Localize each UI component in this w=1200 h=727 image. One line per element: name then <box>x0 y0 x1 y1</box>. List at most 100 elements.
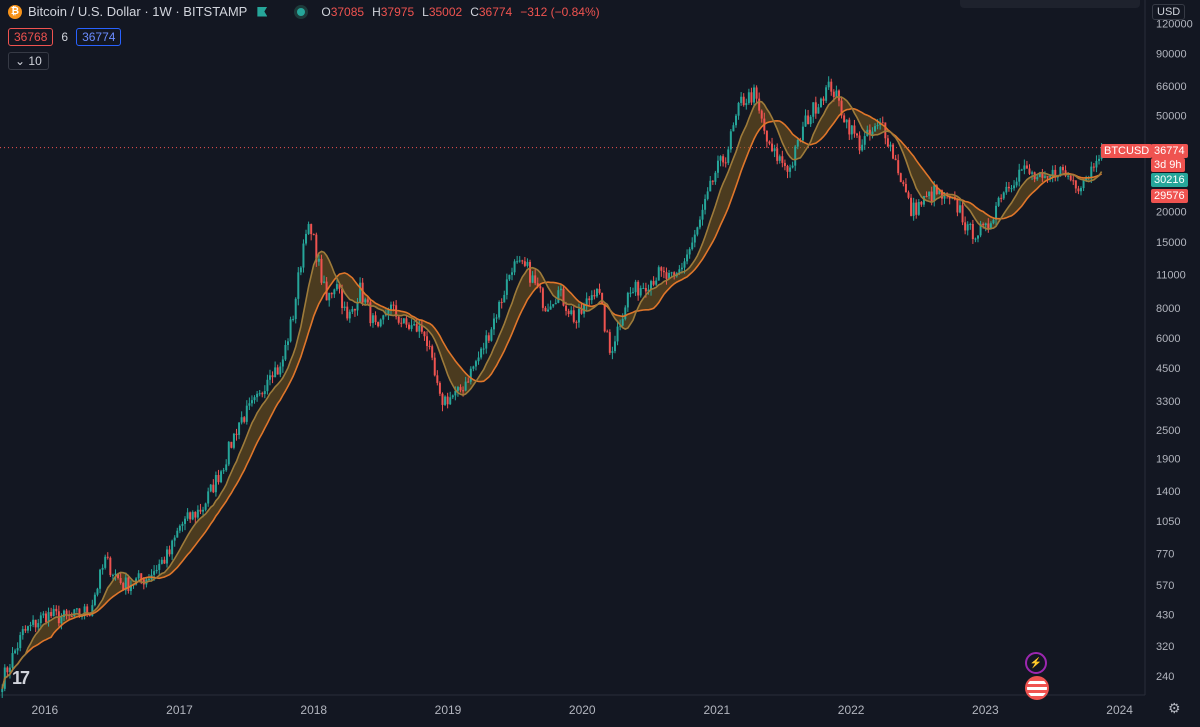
candle-body[interactable] <box>858 135 861 151</box>
candle-body[interactable] <box>567 310 570 315</box>
candle-body[interactable] <box>760 110 763 119</box>
candle-body[interactable] <box>101 567 104 570</box>
candle-body[interactable] <box>724 162 727 164</box>
candle-body[interactable] <box>302 243 305 268</box>
candle-body[interactable] <box>83 606 86 616</box>
candle-body[interactable] <box>632 292 635 294</box>
candle-body[interactable] <box>1085 177 1088 181</box>
candle-body[interactable] <box>585 298 588 305</box>
candle-body[interactable] <box>258 393 261 395</box>
candle-body[interactable] <box>652 281 655 285</box>
candle-body[interactable] <box>809 116 812 125</box>
candle-body[interactable] <box>742 96 745 106</box>
candle-body[interactable] <box>400 322 403 324</box>
candle-body[interactable] <box>771 143 774 152</box>
candle-body[interactable] <box>521 260 524 262</box>
candle-body[interactable] <box>117 573 120 578</box>
candle-body[interactable] <box>467 381 470 383</box>
candle-body[interactable] <box>173 537 176 541</box>
candle-body[interactable] <box>995 205 998 220</box>
candle-body[interactable] <box>86 606 89 614</box>
candle-body[interactable] <box>781 156 784 163</box>
candle-body[interactable] <box>910 197 913 216</box>
candle-body[interactable] <box>1041 172 1044 178</box>
candle-body[interactable] <box>153 571 156 575</box>
candle-body[interactable] <box>348 311 351 319</box>
candle-body[interactable] <box>212 484 215 493</box>
candle-body[interactable] <box>912 202 915 216</box>
candle-body[interactable] <box>1043 176 1046 178</box>
candle-body[interactable] <box>320 258 323 283</box>
candle-body[interactable] <box>997 197 1000 206</box>
candle-body[interactable] <box>420 325 423 332</box>
candle-body[interactable] <box>773 148 776 152</box>
candle-body[interactable] <box>217 475 220 483</box>
candle-body[interactable] <box>32 619 35 625</box>
candle-body[interactable] <box>248 403 251 406</box>
candle-body[interactable] <box>366 299 369 303</box>
candle-body[interactable] <box>984 223 987 225</box>
candle-body[interactable] <box>405 318 408 325</box>
candle-body[interactable] <box>176 530 179 538</box>
candle-body[interactable] <box>1074 180 1077 189</box>
candle-body[interactable] <box>987 223 990 229</box>
candle-body[interactable] <box>930 191 933 202</box>
candle-body[interactable] <box>786 165 789 172</box>
candle-body[interactable] <box>1018 169 1021 182</box>
candle-body[interactable] <box>531 275 534 283</box>
candle-body[interactable] <box>163 559 166 564</box>
candle-body[interactable] <box>861 144 864 151</box>
candle-body[interactable] <box>889 144 892 147</box>
candle-body[interactable] <box>408 324 411 329</box>
candle-body[interactable] <box>789 167 792 172</box>
candle-body[interactable] <box>711 180 714 182</box>
candle-body[interactable] <box>199 509 202 512</box>
candle-body[interactable] <box>202 509 205 512</box>
candle-body[interactable] <box>480 348 483 358</box>
candle-body[interactable] <box>1067 175 1070 177</box>
candle-body[interactable] <box>892 144 895 159</box>
candle-body[interactable] <box>868 129 871 135</box>
candle-body[interactable] <box>801 126 804 141</box>
candle-body[interactable] <box>261 393 264 395</box>
candle-body[interactable] <box>570 310 573 315</box>
candle-body[interactable] <box>688 249 691 255</box>
candle-body[interactable] <box>680 267 683 270</box>
candle-body[interactable] <box>353 308 356 311</box>
candle-body[interactable] <box>238 422 241 435</box>
candle-body[interactable] <box>209 484 212 492</box>
candle-body[interactable] <box>402 318 405 324</box>
candle-body[interactable] <box>982 223 985 225</box>
candle-body[interactable] <box>456 387 459 391</box>
candle-body[interactable] <box>140 573 143 580</box>
candle-body[interactable] <box>922 196 925 205</box>
candle-body[interactable] <box>104 556 107 568</box>
currency-select[interactable]: USD <box>1152 4 1186 20</box>
candle-body[interactable] <box>876 125 879 127</box>
candle-body[interactable] <box>665 272 668 279</box>
candle-body[interactable] <box>1059 167 1062 177</box>
candle-body[interactable] <box>109 557 112 576</box>
candle-body[interactable] <box>1049 176 1052 178</box>
candle-body[interactable] <box>307 224 310 234</box>
candle-body[interactable] <box>650 281 653 290</box>
candle-body[interactable] <box>1061 167 1064 171</box>
candle-body[interactable] <box>189 512 192 520</box>
candle-body[interactable] <box>70 616 73 618</box>
candle-body[interactable] <box>588 298 591 301</box>
candle-body[interactable] <box>284 344 287 360</box>
candle-body[interactable] <box>305 233 308 244</box>
candle-body[interactable] <box>503 294 506 303</box>
candle-body[interactable] <box>817 107 820 114</box>
candle-body[interactable] <box>933 185 936 202</box>
candle-body[interactable] <box>289 319 292 342</box>
candle-body[interactable] <box>964 222 967 231</box>
candle-body[interactable] <box>410 325 413 329</box>
candle-body[interactable] <box>111 574 114 576</box>
candle-body[interactable] <box>863 136 866 145</box>
candle-body[interactable] <box>1031 172 1034 174</box>
candle-body[interactable] <box>114 573 117 575</box>
candle-body[interactable] <box>441 393 444 405</box>
candle-body[interactable] <box>611 351 614 353</box>
candle-body[interactable] <box>75 608 78 610</box>
